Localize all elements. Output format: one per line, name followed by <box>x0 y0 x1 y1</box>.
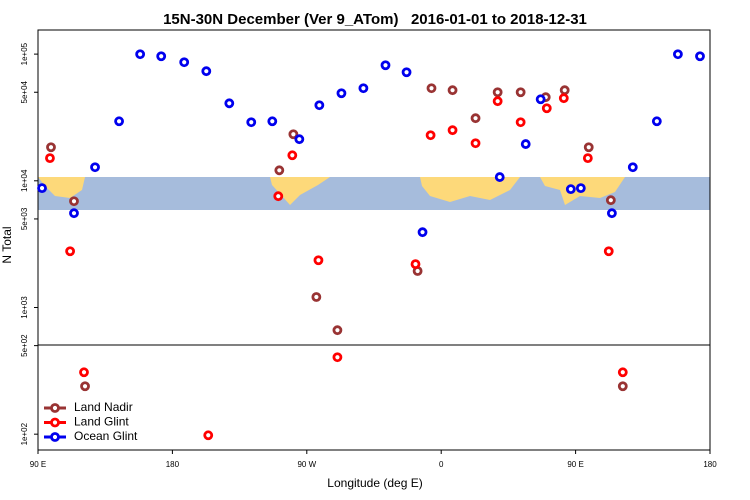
point <box>380 60 391 71</box>
point <box>274 165 285 176</box>
legend-marker <box>50 432 60 442</box>
chart-title: 15N-30N December (Ver 9_ATom) 2016-01-01… <box>163 11 587 28</box>
legend-label: Ocean Glint <box>74 429 138 443</box>
y-tick-label: 1e+05 <box>20 42 29 65</box>
point <box>294 134 305 145</box>
point <box>575 183 586 194</box>
y-tick-label: 5e+03 <box>20 207 29 230</box>
point <box>358 83 369 94</box>
point <box>559 85 570 96</box>
y-tick-label: 5e+02 <box>20 334 29 357</box>
point <box>336 88 347 99</box>
point <box>313 255 324 266</box>
point <box>695 51 705 62</box>
point <box>617 367 628 378</box>
point <box>520 139 531 149</box>
point <box>651 116 662 127</box>
point <box>332 352 343 363</box>
point <box>617 381 628 392</box>
point <box>79 367 89 378</box>
legend-label: Land Nadir <box>74 400 133 414</box>
point <box>565 184 576 195</box>
point <box>492 87 503 98</box>
x-tick-label: 90 E <box>30 460 46 469</box>
point <box>672 49 683 60</box>
point <box>447 125 458 136</box>
point <box>447 85 458 96</box>
y-axis-title: N Total <box>0 226 14 263</box>
point <box>515 87 526 98</box>
point <box>201 66 212 77</box>
x-tick-label: 180 <box>703 460 717 469</box>
point <box>417 227 428 238</box>
y-tick-label: 1e+03 <box>20 296 29 319</box>
point <box>203 430 214 441</box>
point <box>606 208 617 219</box>
point <box>69 208 79 219</box>
x-tick-label: 90 E <box>567 460 583 469</box>
point <box>470 113 481 124</box>
x-tick-label: 0 <box>439 460 444 469</box>
point <box>288 129 299 140</box>
point <box>135 49 146 60</box>
point <box>311 292 322 302</box>
point <box>156 51 167 62</box>
point <box>535 94 546 105</box>
point <box>314 100 325 111</box>
point <box>425 130 436 141</box>
point <box>179 57 190 68</box>
point <box>65 246 76 257</box>
point <box>603 246 614 257</box>
point <box>426 83 437 94</box>
y-tick-label: 5e+04 <box>20 80 29 103</box>
y-tick-label: 1e+02 <box>20 422 29 445</box>
point <box>80 381 90 392</box>
point <box>541 103 552 114</box>
map-band <box>38 177 710 210</box>
x-tick-label: 180 <box>166 460 180 469</box>
point <box>558 93 569 104</box>
y-tick-label: 1e+04 <box>20 169 29 192</box>
x-tick-label: 90 W <box>297 460 316 469</box>
plot-frame <box>37 29 711 451</box>
point <box>90 162 100 173</box>
point <box>224 98 235 109</box>
point <box>46 142 56 153</box>
legend-marker <box>50 403 60 413</box>
point <box>582 153 593 164</box>
point <box>470 138 481 149</box>
point <box>287 150 298 161</box>
point <box>332 325 343 336</box>
point <box>267 116 278 127</box>
x-axis-title: Longitude (deg E) <box>327 476 422 490</box>
point <box>494 172 505 182</box>
point <box>45 153 55 164</box>
point <box>273 191 284 202</box>
point <box>401 67 412 78</box>
point <box>69 196 79 207</box>
point <box>515 117 526 128</box>
point <box>37 183 47 194</box>
legend-label: Land Glint <box>74 415 129 429</box>
point <box>410 259 421 270</box>
point <box>605 195 616 206</box>
point <box>246 117 257 128</box>
point <box>492 96 503 107</box>
point <box>627 162 638 173</box>
legend-marker <box>50 417 60 428</box>
point <box>583 142 594 153</box>
point <box>114 116 124 127</box>
